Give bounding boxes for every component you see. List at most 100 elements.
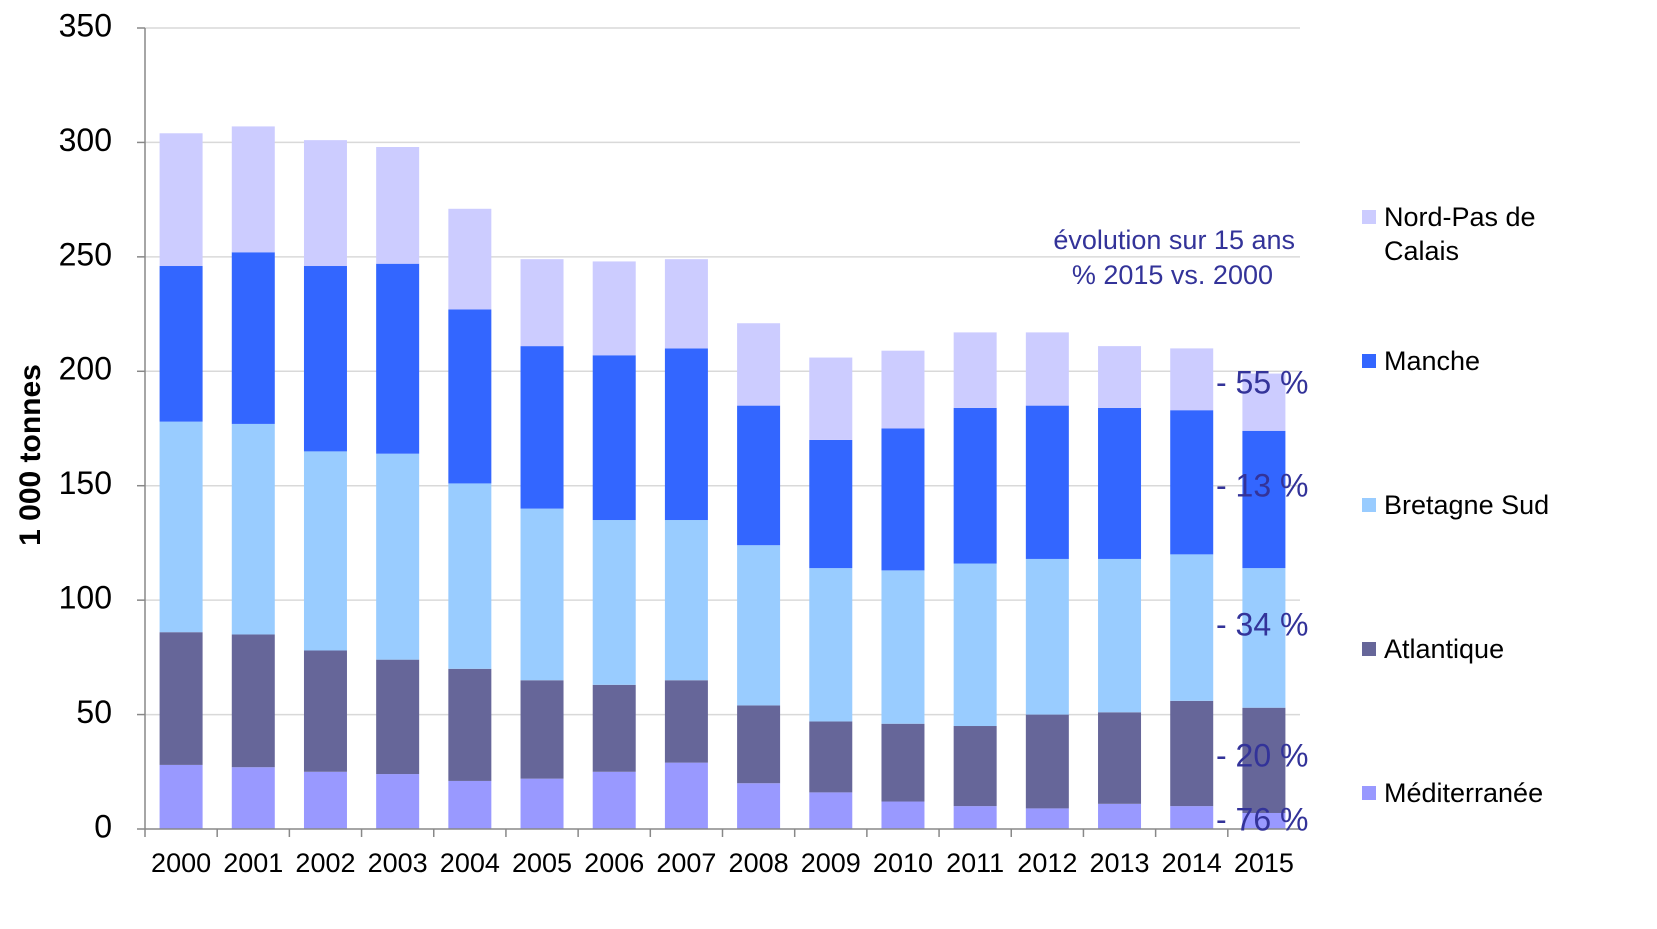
bar-segment [592, 771, 636, 829]
annotation-title: évolution sur 15 ans [1053, 225, 1295, 255]
bar-segment [159, 764, 203, 829]
bar-segment [376, 659, 420, 775]
bar-segment [376, 774, 420, 829]
y-tick-label: 0 [94, 808, 112, 844]
annotation: - 13 % [1216, 467, 1308, 503]
y-tick-label: 100 [59, 580, 112, 616]
bar-segment [809, 792, 853, 829]
bar-segment [1242, 812, 1286, 829]
x-tick-label: 2013 [1089, 848, 1149, 878]
bar-segment [1170, 806, 1214, 829]
bar-segment [1170, 410, 1214, 555]
annotation-title: % 2015 vs. 2000 [1072, 260, 1273, 290]
x-tick-label: 2000 [151, 848, 211, 878]
x-tick-label: 2007 [656, 848, 716, 878]
y-axis-label: 1 000 tonnes [14, 364, 47, 546]
bar-segment [592, 355, 636, 521]
bar-segment [1242, 430, 1286, 569]
bar-segment [1098, 407, 1142, 559]
legend-swatch [1362, 642, 1376, 656]
y-tick-label: 150 [59, 465, 112, 501]
x-tick-label: 2008 [729, 848, 789, 878]
bar-segment [737, 783, 781, 829]
bar-segment [953, 407, 997, 564]
bar-segment [592, 684, 636, 772]
x-tick-label: 2010 [873, 848, 933, 878]
bar-segment [953, 563, 997, 727]
bar-segment [1025, 808, 1069, 829]
legend-swatch [1362, 498, 1376, 512]
bar-segment [231, 423, 275, 635]
bar-segment [1098, 558, 1142, 713]
bar-segment [809, 439, 853, 569]
bar-segment [664, 348, 708, 521]
bar-segment [592, 261, 636, 356]
bar-segment [520, 508, 564, 681]
bar-segment [1025, 405, 1069, 559]
bar-segment [881, 570, 925, 724]
x-tick-label: 2001 [223, 848, 283, 878]
legend-item: Manche [1362, 344, 1552, 378]
annotation: - 20 % [1216, 737, 1308, 773]
bar-segment [231, 767, 275, 829]
bar-segment [1098, 712, 1142, 804]
bar-segment [520, 680, 564, 779]
bar-segment [520, 259, 564, 347]
bar-segment [737, 405, 781, 546]
bar-segment [448, 780, 492, 829]
bar-segment [664, 680, 708, 763]
bar-segment [664, 762, 708, 829]
bar-segment [592, 520, 636, 685]
bar-segment [303, 451, 347, 651]
bar-segment [448, 483, 492, 669]
legend-label: Manche [1384, 346, 1481, 376]
annotation: - 55 % [1216, 364, 1308, 400]
x-tick-label: 2015 [1234, 848, 1294, 878]
legend-swatch [1362, 354, 1376, 368]
x-tick-label: 2006 [584, 848, 644, 878]
bar-segment [881, 428, 925, 571]
bar-segment [159, 421, 203, 633]
bar-segment [953, 726, 997, 807]
bar-segment [448, 309, 492, 484]
bar-segment [303, 650, 347, 772]
bar-segment [881, 723, 925, 802]
x-tick-label: 2005 [512, 848, 572, 878]
bar-segment [1170, 554, 1214, 701]
bar-segment [1242, 568, 1286, 708]
bar-segment [1242, 707, 1286, 813]
bar-segment [1025, 714, 1069, 809]
legend-item: Atlantique [1362, 632, 1552, 666]
x-tick-label: 2002 [295, 848, 355, 878]
bar-segment [809, 357, 853, 440]
bar-segment [520, 346, 564, 509]
bar-segment [231, 126, 275, 253]
legend-swatch [1362, 210, 1376, 224]
bar-segment [448, 668, 492, 781]
bar-segment [1242, 373, 1286, 431]
bar-segment [737, 323, 781, 406]
x-tick-label: 2011 [946, 848, 1004, 878]
y-tick-label: 350 [59, 7, 112, 43]
bar-segment [376, 453, 420, 660]
legend-label: Nord-Pas de Calais [1384, 202, 1536, 266]
bar-segment [159, 133, 203, 267]
bar-segment [664, 520, 708, 681]
bar-segment [376, 263, 420, 454]
bar-segment [448, 208, 492, 310]
legend-item: Méditerranée [1362, 776, 1552, 810]
legend-label: Méditerranée [1384, 778, 1544, 808]
x-tick-label: 2003 [368, 848, 428, 878]
bar-segment [1170, 348, 1214, 411]
bar-segment [1098, 346, 1142, 408]
annotation: - 76 % [1216, 801, 1308, 837]
x-tick-label: 2009 [801, 848, 861, 878]
x-tick-label: 2012 [1017, 848, 1077, 878]
bar-segment [159, 632, 203, 765]
y-tick-label: 50 [76, 694, 112, 730]
bar-segment [881, 801, 925, 829]
bar-segment [1025, 558, 1069, 715]
bar-segment [953, 332, 997, 408]
